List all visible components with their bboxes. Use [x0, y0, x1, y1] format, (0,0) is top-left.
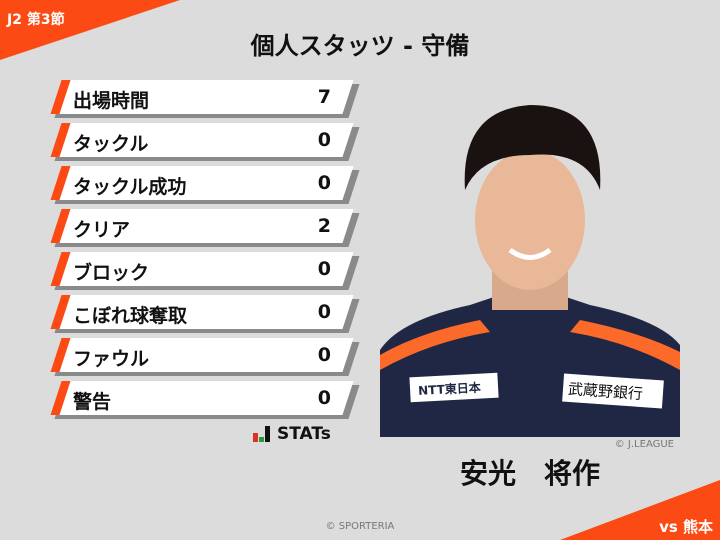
- stat-value: 0: [317, 301, 331, 323]
- photo-credit: © J.LEAGUE: [614, 439, 674, 450]
- opponent-label: vs 熊本: [659, 518, 713, 536]
- stat-value: 0: [317, 387, 331, 409]
- stat-row: ブロック 0: [50, 252, 360, 290]
- sponsor-musashino: 武蔵野銀行: [567, 380, 643, 403]
- copyright: © SPORTERIA: [325, 521, 395, 532]
- stat-label: こぼれ球奪取: [73, 305, 188, 327]
- stat-label: 出場時間: [73, 90, 150, 112]
- stats-logo: STATs: [253, 424, 331, 444]
- stat-value: 0: [317, 258, 331, 280]
- stat-row: こぼれ球奪取 0: [50, 295, 360, 333]
- round-label: J2 第3節: [7, 12, 65, 28]
- stat-row: クリア 2: [50, 209, 360, 247]
- sponsor-ntt: NTT東日本: [418, 380, 481, 398]
- stat-row: 出場時間 7: [50, 80, 360, 118]
- stat-row: タックル成功 0: [50, 166, 360, 204]
- player-photo: NTT東日本 武蔵野銀行: [380, 70, 680, 437]
- stat-value: 0: [317, 129, 331, 151]
- stats-logo-text: STATs: [277, 424, 331, 444]
- stat-label: 警告: [73, 391, 112, 413]
- stat-row: ファウル 0: [50, 338, 360, 376]
- page-title: 個人スタッツ - 守備: [250, 32, 470, 60]
- stat-label: タックル成功: [73, 176, 187, 198]
- stat-label: タックル: [73, 133, 149, 155]
- stat-row: 警告 0: [50, 381, 360, 419]
- stat-value: 7: [317, 86, 331, 108]
- stat-label: ブロック: [73, 262, 150, 284]
- stat-value: 0: [317, 344, 331, 366]
- player-name: 安光 将作: [459, 457, 600, 490]
- bar-chart-icon: [253, 426, 270, 442]
- stat-value: 2: [317, 215, 331, 237]
- stat-label: ファウル: [73, 348, 150, 370]
- stat-value: 0: [317, 172, 331, 194]
- stat-label: クリア: [73, 219, 131, 241]
- stat-row: タックル 0: [50, 123, 360, 161]
